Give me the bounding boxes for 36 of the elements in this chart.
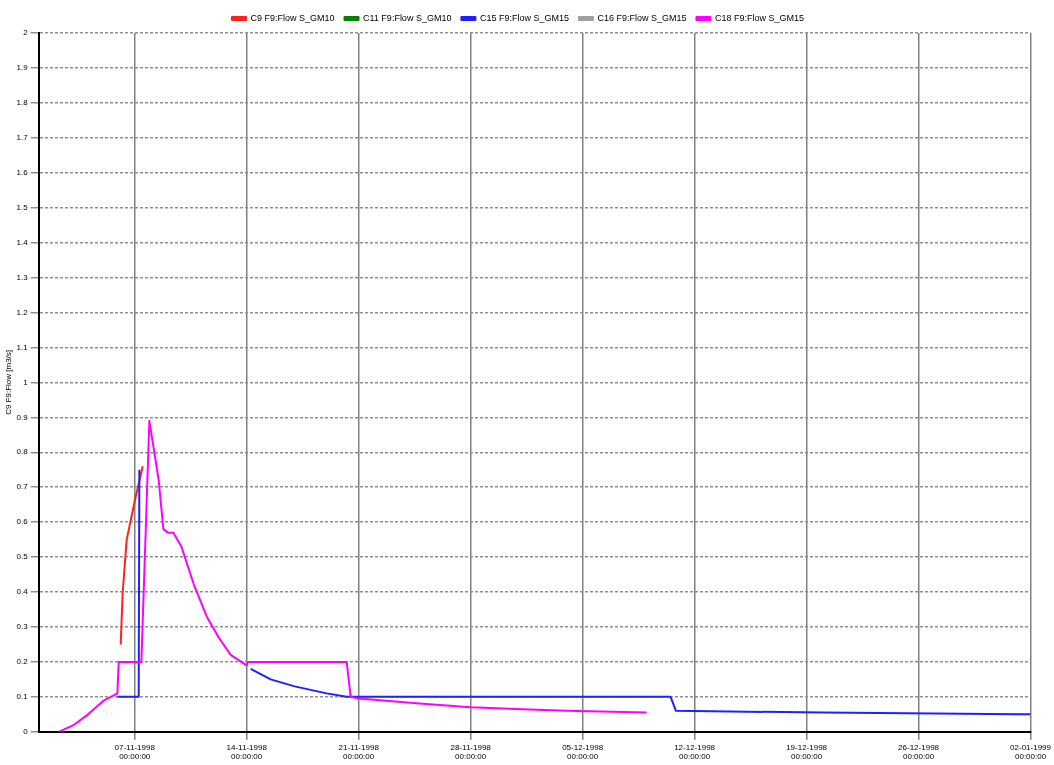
y-tick-label: 0.9 xyxy=(16,412,29,422)
x-tick-label: 26-12-1998 00:00:00 xyxy=(898,742,940,762)
y-tick-label: 1.7 xyxy=(16,133,29,143)
x-tick-label: 12-12-1998 00:00:00 xyxy=(674,742,716,762)
y-tick-label: 1.8 xyxy=(16,98,29,108)
y-tick-label: 0.2 xyxy=(16,657,29,667)
legend-label: C18 F9:Flow S_GM15 xyxy=(714,12,805,23)
x-tick-label: 14-11-1998 00:00:00 xyxy=(226,742,268,762)
y-tick-label: 0.4 xyxy=(16,587,29,597)
y-tick-label: 0.8 xyxy=(16,447,29,457)
y-tick-label: 0.6 xyxy=(16,517,29,527)
x-tick-label: 02-01-1999 00:00:00 xyxy=(1010,742,1052,762)
legend-label: C16 F9:Flow S_GM15 xyxy=(597,12,687,23)
y-tick-label: 1.5 xyxy=(16,202,29,212)
y-tick-label: 0.7 xyxy=(16,482,29,492)
y-tick-label: 0.5 xyxy=(16,552,29,562)
y-axis-title: C9 F9:Flow [m3/s] xyxy=(4,349,13,415)
y-tick-label: 1.2 xyxy=(16,307,29,317)
y-tick-label: 1.3 xyxy=(16,272,29,282)
y-tick-label: 1.1 xyxy=(16,342,29,352)
y-tick-label: 0 xyxy=(23,727,29,736)
y-tick-label: 0.1 xyxy=(16,692,29,702)
x-tick-label: 05-12-1998 00:00:00 xyxy=(562,742,604,762)
y-tick-label: 1 xyxy=(23,377,29,387)
x-tick-label: 21-11-1998 00:00:00 xyxy=(338,742,380,762)
legend-label: C9 F9:Flow S_GM10 xyxy=(250,12,335,23)
x-tick-label: 07-11-1998 00:00:00 xyxy=(114,742,156,762)
legend-label: C11 F9:Flow S_GM10 xyxy=(363,12,452,23)
y-tick-label: 0.3 xyxy=(16,622,29,632)
y-tick-label: 1.6 xyxy=(16,167,29,177)
x-tick-label: 28-11-1998 00:00:00 xyxy=(450,742,492,762)
x-tick-label: 19-12-1998 00:00:00 xyxy=(786,742,828,762)
y-tick-label: 1.9 xyxy=(16,63,29,73)
y-tick-label: 1.4 xyxy=(16,237,29,247)
y-tick-label: 2 xyxy=(23,28,29,38)
legend-label: C15 F9:Flow S_GM15 xyxy=(479,12,569,23)
